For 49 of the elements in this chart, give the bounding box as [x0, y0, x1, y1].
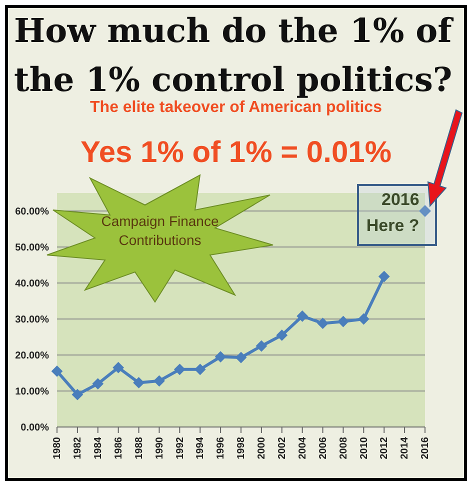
x-tick-label: 2006 — [318, 436, 329, 460]
point — [215, 351, 226, 362]
x-tick-label: 1992 — [174, 436, 186, 460]
x-tick-label: 1988 — [134, 436, 145, 460]
point — [317, 318, 328, 329]
point — [358, 314, 370, 324]
point — [296, 310, 308, 322]
annotation: 2016 Here ? — [365, 189, 420, 237]
x-tick-label: 2004 — [297, 436, 308, 460]
point — [133, 377, 144, 388]
y-tick-label: 50.00% — [15, 242, 50, 254]
point — [72, 389, 83, 400]
y-tick-label: 30.00% — [15, 314, 50, 326]
y-tick-label: 10.00% — [15, 386, 50, 398]
text: Yes 1% of 1% = 0.01% — [79, 136, 392, 170]
x-tick-label: 1982 — [72, 436, 84, 460]
y-tick-label: 0.00% — [20, 422, 50, 434]
point — [112, 362, 124, 374]
chart-subtitle: The elite takeover of American politics — [89, 99, 383, 117]
x-tick-label: 1996 — [216, 436, 227, 460]
point — [256, 340, 267, 352]
x-tick-label: 1998 — [236, 436, 248, 460]
chart-title: How much do the 1% of the 1% control politics? — [14, 10, 454, 100]
x-tick-label: 1990 — [154, 436, 166, 460]
x-tick-label: 2010 — [358, 436, 370, 460]
x-tick-label: 1986 — [113, 436, 124, 460]
point — [378, 271, 390, 282]
x-tick-label: 2000 — [256, 436, 268, 460]
x-tick-label: 2016 — [420, 436, 432, 460]
x-tick-label: 2014 — [400, 436, 411, 460]
annotation: Campaign Finance Contributions — [100, 212, 220, 250]
x-tick-label: 1980 — [52, 436, 64, 460]
x-tick-label: 1994 — [195, 436, 206, 460]
point — [194, 364, 206, 375]
x-tick-label: 2002 — [276, 436, 288, 460]
y-tick-label: 20.00% — [15, 350, 50, 362]
point — [276, 330, 288, 341]
point — [338, 316, 349, 328]
y-tick-label: 60.00% — [15, 206, 50, 218]
y-tick-label: 40.00% — [15, 278, 50, 290]
point — [154, 375, 165, 386]
x-tick-label: 2012 — [379, 436, 390, 460]
point — [236, 352, 246, 364]
point — [92, 378, 104, 390]
x-tick-label: 1984 — [92, 436, 104, 460]
point — [52, 366, 62, 377]
point — [419, 205, 431, 217]
point — [174, 364, 186, 375]
x-tick-label: 2008 — [338, 436, 350, 460]
